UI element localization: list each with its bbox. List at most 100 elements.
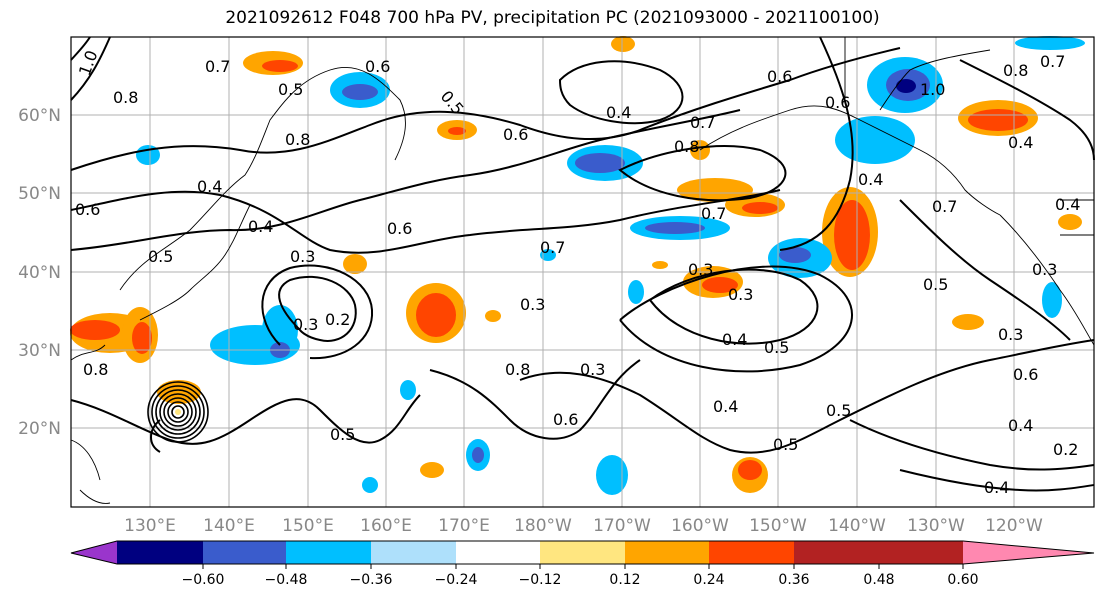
colorbar-bin bbox=[625, 541, 709, 564]
svg-text:0.24: 0.24 bbox=[693, 572, 724, 588]
svg-text:0.8: 0.8 bbox=[674, 137, 699, 156]
svg-text:−0.36: −0.36 bbox=[350, 572, 393, 588]
svg-text:0.6: 0.6 bbox=[1013, 365, 1038, 384]
gridlines bbox=[71, 37, 1094, 507]
svg-text:0.3: 0.3 bbox=[520, 295, 545, 314]
svg-text:0.4: 0.4 bbox=[197, 177, 222, 196]
colorbar-bin bbox=[286, 541, 371, 564]
lon-label: 150°W bbox=[749, 516, 807, 536]
svg-text:0.4: 0.4 bbox=[984, 478, 1009, 497]
svg-text:0.2: 0.2 bbox=[1053, 440, 1078, 459]
svg-text:0.5: 0.5 bbox=[773, 435, 798, 454]
svg-text:0.4: 0.4 bbox=[722, 330, 747, 349]
contour-labels: 1.0 0.8 0.7 0.5 0.6 0.5 0.4 0.6 0.4 0.7 … bbox=[75, 48, 1081, 497]
svg-text:0.5: 0.5 bbox=[148, 247, 173, 266]
svg-text:0.6: 0.6 bbox=[365, 57, 390, 76]
lon-label: 130°E bbox=[124, 516, 176, 536]
svg-text:0.3: 0.3 bbox=[728, 285, 753, 304]
svg-text:0.7: 0.7 bbox=[690, 113, 715, 132]
svg-text:0.6: 0.6 bbox=[825, 93, 850, 112]
svg-text:0.12: 0.12 bbox=[609, 572, 640, 588]
svg-text:0.60: 0.60 bbox=[947, 572, 978, 588]
svg-text:0.5: 0.5 bbox=[923, 275, 948, 294]
lon-label: 160°W bbox=[671, 516, 729, 536]
svg-text:−0.12: −0.12 bbox=[519, 572, 562, 588]
lat-label-40n: 40°N bbox=[18, 263, 61, 283]
colorbar-bin bbox=[371, 541, 456, 564]
svg-text:0.5: 0.5 bbox=[330, 425, 355, 444]
colorbar-bin bbox=[540, 541, 625, 564]
svg-text:−0.60: −0.60 bbox=[182, 572, 225, 588]
svg-text:0.8: 0.8 bbox=[285, 130, 310, 149]
svg-text:0.5: 0.5 bbox=[826, 401, 851, 420]
svg-text:0.8: 0.8 bbox=[1003, 61, 1028, 80]
svg-text:0.2: 0.2 bbox=[325, 310, 350, 329]
svg-text:0.8: 0.8 bbox=[113, 88, 138, 107]
svg-text:0.4: 0.4 bbox=[248, 217, 273, 236]
svg-text:0.3: 0.3 bbox=[290, 247, 315, 266]
svg-text:0.8: 0.8 bbox=[83, 360, 108, 379]
colorbar-tick-labels: −0.60 −0.48 −0.36 −0.24 −0.12 0.12 0.24 … bbox=[182, 564, 979, 588]
svg-text:0.7: 0.7 bbox=[932, 197, 957, 216]
svg-text:0.6: 0.6 bbox=[75, 200, 100, 219]
typhoon-center bbox=[175, 409, 181, 415]
colorbar-extend-low bbox=[71, 541, 117, 564]
lon-label: 150°E bbox=[282, 516, 334, 536]
svg-text:0.6: 0.6 bbox=[387, 219, 412, 238]
lon-label: 140°W bbox=[828, 516, 886, 536]
latitude-labels: 60°N 50°N 40°N 30°N 20°N bbox=[18, 106, 61, 439]
svg-text:0.6: 0.6 bbox=[553, 410, 578, 429]
svg-text:0.5: 0.5 bbox=[278, 80, 303, 99]
svg-text:0.6: 0.6 bbox=[503, 125, 528, 144]
svg-text:0.7: 0.7 bbox=[701, 204, 726, 223]
svg-text:0.48: 0.48 bbox=[863, 572, 894, 588]
map-title: 2021092612 F048 700 hPa PV, precipitatio… bbox=[225, 8, 880, 28]
lon-label: 160°E bbox=[360, 516, 412, 536]
colorbar-bin bbox=[794, 541, 879, 564]
lon-label: 130°W bbox=[907, 516, 965, 536]
map-frame bbox=[70, 36, 1095, 508]
lat-label-50n: 50°N bbox=[18, 184, 61, 204]
svg-text:1.0: 1.0 bbox=[920, 80, 945, 99]
svg-text:0.8: 0.8 bbox=[505, 360, 530, 379]
svg-text:0.7: 0.7 bbox=[205, 57, 230, 76]
svg-text:0.7: 0.7 bbox=[540, 238, 565, 257]
lon-label: 120°W bbox=[985, 516, 1043, 536]
lon-label: 170°E bbox=[438, 516, 490, 536]
svg-text:0.4: 0.4 bbox=[1008, 133, 1033, 152]
colorbar-bin bbox=[117, 541, 203, 564]
svg-text:0.7: 0.7 bbox=[1040, 52, 1065, 71]
svg-text:0.5: 0.5 bbox=[764, 338, 789, 357]
svg-text:0.4: 0.4 bbox=[858, 170, 883, 189]
svg-text:0.3: 0.3 bbox=[688, 260, 713, 279]
colorbar bbox=[70, 540, 1095, 565]
svg-text:0.3: 0.3 bbox=[293, 315, 318, 334]
svg-text:−0.48: −0.48 bbox=[265, 572, 308, 588]
typhoon-rings bbox=[147, 381, 209, 443]
svg-text:0.3: 0.3 bbox=[580, 360, 605, 379]
lat-label-20n: 20°N bbox=[18, 419, 61, 439]
svg-text:0.4: 0.4 bbox=[1055, 195, 1080, 214]
pv-contours bbox=[70, 36, 1095, 492]
colorbar-bin bbox=[203, 541, 286, 564]
colorbar-bin bbox=[456, 541, 540, 564]
svg-text:0.4: 0.4 bbox=[713, 397, 738, 416]
colorbar-bin bbox=[709, 541, 794, 564]
svg-text:0.4: 0.4 bbox=[1008, 416, 1033, 435]
lat-label-30n: 30°N bbox=[18, 341, 61, 361]
lon-label: 180°W bbox=[514, 516, 572, 536]
svg-text:0.36: 0.36 bbox=[778, 572, 809, 588]
svg-text:−0.24: −0.24 bbox=[435, 572, 478, 588]
lat-label-60n: 60°N bbox=[18, 106, 61, 126]
lon-label: 170°W bbox=[593, 516, 651, 536]
svg-text:0.3: 0.3 bbox=[1032, 260, 1057, 279]
colorbar-bin bbox=[879, 541, 963, 564]
precipitation-shading bbox=[70, 36, 1085, 495]
svg-text:0.3: 0.3 bbox=[998, 325, 1023, 344]
coastlines bbox=[70, 37, 1095, 504]
lon-label: 140°E bbox=[203, 516, 255, 536]
svg-text:0.6: 0.6 bbox=[767, 67, 792, 86]
svg-text:0.4: 0.4 bbox=[606, 103, 631, 122]
longitude-labels: 130°E 140°E 150°E 160°E 170°E 180°W 170°… bbox=[124, 516, 1043, 536]
